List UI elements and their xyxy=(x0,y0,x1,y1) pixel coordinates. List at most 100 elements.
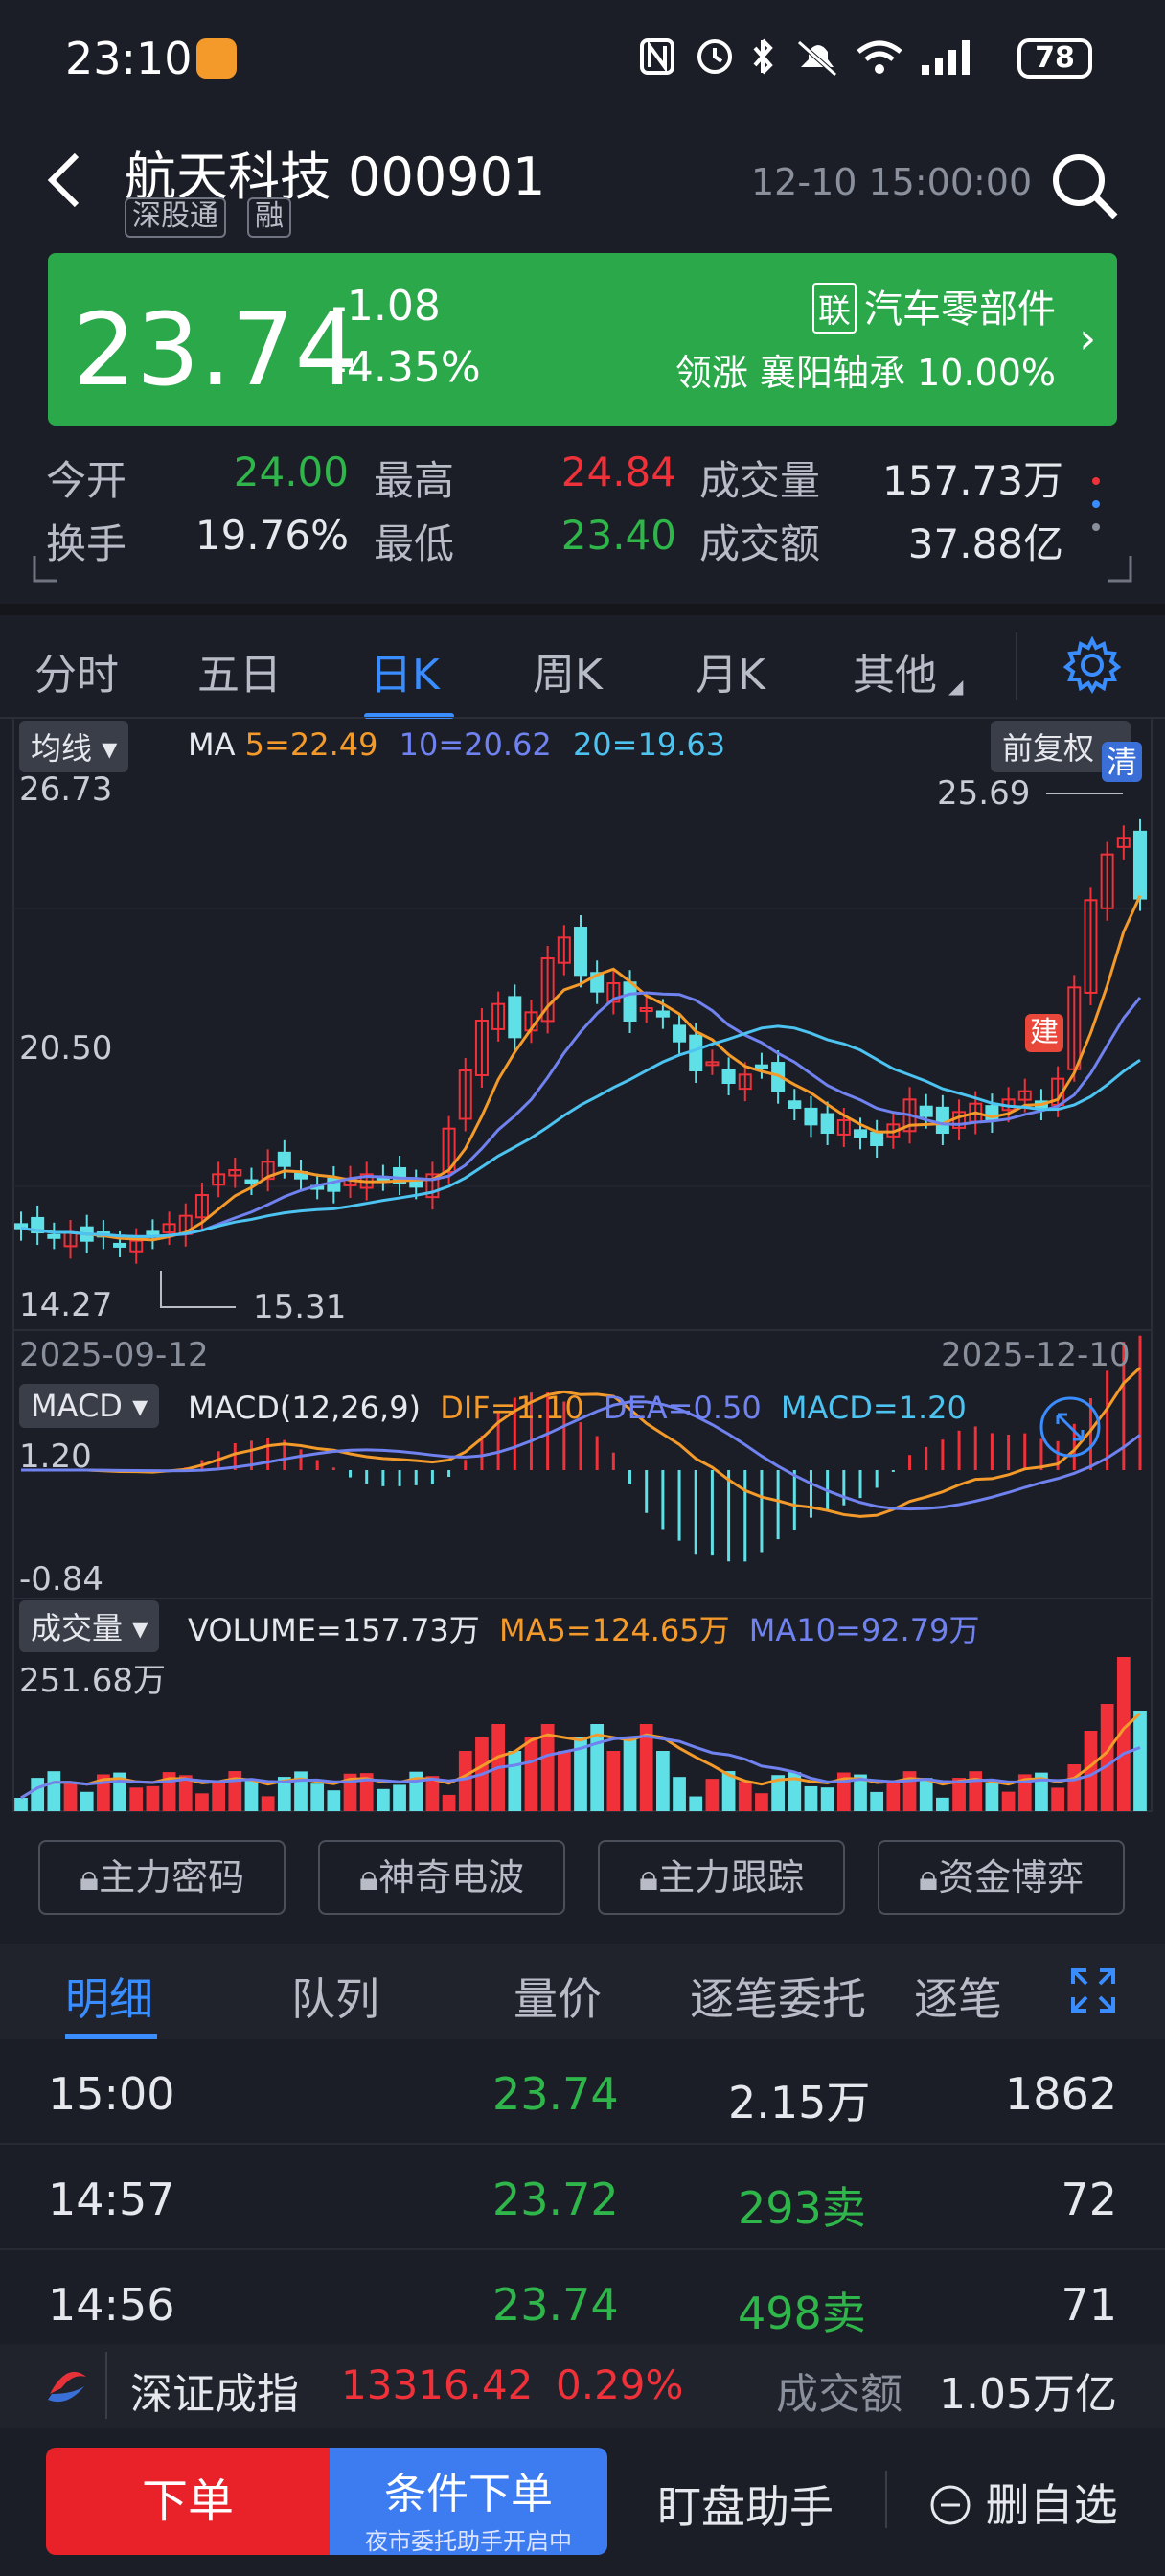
feature-magic-wave[interactable]: 🔒︎神奇电波 xyxy=(318,1840,565,1915)
stock-name: 航天科技 xyxy=(125,147,331,207)
candle xyxy=(721,1069,736,1085)
open-label: 今开 xyxy=(46,457,127,504)
ma-dropdown[interactable]: 均线 ▾ xyxy=(19,721,129,772)
volume-bar xyxy=(1067,1764,1082,1811)
bottom-divider xyxy=(885,2471,887,2528)
candle xyxy=(606,981,621,1003)
candle xyxy=(836,1119,851,1136)
volume-bar xyxy=(1133,1711,1147,1811)
volume-value: 157.73万 xyxy=(882,457,1063,504)
stock-code: 000901 xyxy=(348,147,546,207)
index-bar[interactable]: 深证成指 13316.42 0.29% 成交额 1.05万亿 xyxy=(0,2344,1165,2428)
conditional-order-button[interactable]: 条件下单 夜市委托助手开启中 xyxy=(330,2448,607,2555)
candle xyxy=(1132,830,1148,900)
ma-lines xyxy=(20,895,1142,1242)
tab-monthly-k[interactable]: 月K xyxy=(696,651,765,700)
volume-bar xyxy=(705,1779,720,1811)
feature-main-tracking[interactable]: 🔒︎主力跟踪 xyxy=(598,1840,845,1915)
back-button[interactable] xyxy=(46,151,84,209)
ma-legend: MA 5=22.49 10=20.62 20=19.63 xyxy=(188,726,725,763)
ma-dropdown-label: 均线 xyxy=(31,730,93,767)
watch-helper-button[interactable]: 盯盘助手 xyxy=(657,2481,834,2533)
tab-five-day[interactable]: 五日 xyxy=(197,651,282,700)
amount-value: 37.88亿 xyxy=(907,520,1063,567)
volume-bar xyxy=(359,1773,374,1811)
price-change: -1.08 xyxy=(331,282,441,331)
volume-bar xyxy=(458,1751,472,1811)
tab-order-by-order[interactable]: 逐笔委托 xyxy=(690,1973,866,2025)
tab-queue[interactable]: 队列 xyxy=(291,1973,379,2025)
fullscreen-icon xyxy=(1071,1968,1115,2012)
sector-link[interactable]: 联汽车零部件 xyxy=(812,278,1056,334)
more-dots-icon[interactable] xyxy=(1092,473,1100,540)
feature-fund-game[interactable]: 🔒︎资金博弈 xyxy=(878,1840,1125,1915)
volume-bar xyxy=(985,1782,999,1811)
trade-volume: 498卖 xyxy=(738,2288,866,2339)
candle xyxy=(738,1073,752,1091)
min-pointer xyxy=(160,1271,236,1308)
volume-bar xyxy=(606,1751,621,1811)
volume-title: VOLUME=157.73万 xyxy=(188,1612,480,1648)
low-value: 23.40 xyxy=(560,512,676,559)
volume-bar xyxy=(952,1778,966,1811)
trade-price: 23.74 xyxy=(492,2068,619,2120)
fullscreen-chart-button[interactable] xyxy=(1039,1395,1102,1462)
date-end: 2025-12-10 xyxy=(941,1336,1131,1374)
macd-lines xyxy=(21,1367,1142,1518)
volume-dropdown-label: 成交量 xyxy=(31,1610,124,1646)
macd-dropdown[interactable]: MACD ▾ xyxy=(19,1384,160,1428)
tab-tick-by-tick[interactable]: 逐笔 xyxy=(914,1973,1002,2025)
quote-card[interactable]: 23.74 -1.08 -4.35% 联汽车零部件 领涨 襄阳轴承 10.00%… xyxy=(48,253,1117,426)
candle xyxy=(244,1179,259,1184)
tab-daily-k[interactable]: 日K xyxy=(370,651,440,700)
kline-chart[interactable]: 均线 ▾ MA 5=22.49 10=20.62 20=19.63 前复权 ▾ … xyxy=(0,716,1165,1819)
status-time: 23:10 xyxy=(65,33,193,84)
status-bar: 23:10 78 xyxy=(0,0,1165,120)
search-icon xyxy=(1053,154,1118,219)
feature-main-code[interactable]: 🔒︎主力密码 xyxy=(38,1840,286,1915)
candle xyxy=(47,1233,61,1239)
candle xyxy=(870,1131,884,1147)
sector-tag: 联 xyxy=(812,283,857,334)
volume-legend: VOLUME=157.73万 MA5=124.65万 MA10=92.79万 xyxy=(188,1606,979,1650)
min-price-label: 15.31 xyxy=(253,1288,347,1326)
macd-legend: MACD(12,26,9) DIF=1.10 DEA=0.50 MACD=1.2… xyxy=(188,1390,967,1426)
index-amount-label: 成交额 xyxy=(776,2370,902,2419)
candle xyxy=(540,956,555,1023)
high-value: 24.84 xyxy=(560,448,676,495)
turnover-value: 19.76% xyxy=(194,512,349,559)
volume-bar xyxy=(524,1737,538,1811)
remove-favorite-button[interactable]: 删自选 xyxy=(929,2471,1118,2534)
candle xyxy=(508,996,522,1039)
order-button[interactable]: 下单 xyxy=(46,2448,330,2555)
quote-time: 12-10 15:00:00 xyxy=(751,161,1033,203)
candle xyxy=(261,1161,275,1181)
expand-detail-button[interactable] xyxy=(1069,1966,1117,2018)
divider xyxy=(0,604,1165,615)
tab-other[interactable]: 其他 xyxy=(853,651,937,700)
clear-badge[interactable]: 清 xyxy=(1102,742,1142,782)
price-change-pct: -4.35% xyxy=(331,343,481,392)
macd-value: MACD=1.20 xyxy=(780,1390,967,1426)
dea-value: DEA=0.50 xyxy=(603,1390,762,1426)
trade-volume: 293卖 xyxy=(738,2182,866,2234)
tab-weekly-k[interactable]: 周K xyxy=(533,651,603,700)
macd-axis-top: 1.20 xyxy=(19,1438,92,1476)
index-name: 深证成指 xyxy=(130,2370,299,2419)
search-button[interactable] xyxy=(1050,151,1119,220)
chart-settings-button[interactable] xyxy=(1062,635,1122,698)
tab-intraday[interactable]: 分时 xyxy=(34,651,119,700)
sector-leader: 领涨 襄阳轴承 10.00% xyxy=(675,343,1056,396)
macd-title: MACD(12,26,9) xyxy=(188,1390,422,1426)
turnover-label: 换手 xyxy=(46,520,127,567)
chevron-left-icon xyxy=(47,152,80,208)
tab-detail[interactable]: 明细 xyxy=(65,1973,153,2025)
lock-icon: 🔒︎ xyxy=(79,1856,100,1898)
kline-chart-svg xyxy=(12,716,1153,1812)
volume-bar xyxy=(442,1794,456,1811)
candle xyxy=(705,1061,720,1067)
volume-dropdown[interactable]: 成交量 ▾ xyxy=(19,1600,160,1652)
expand-stats-frame[interactable] xyxy=(33,556,1132,585)
build-badge[interactable]: 建 xyxy=(1025,1014,1063,1052)
tab-volume-price[interactable]: 量价 xyxy=(514,1973,602,2025)
